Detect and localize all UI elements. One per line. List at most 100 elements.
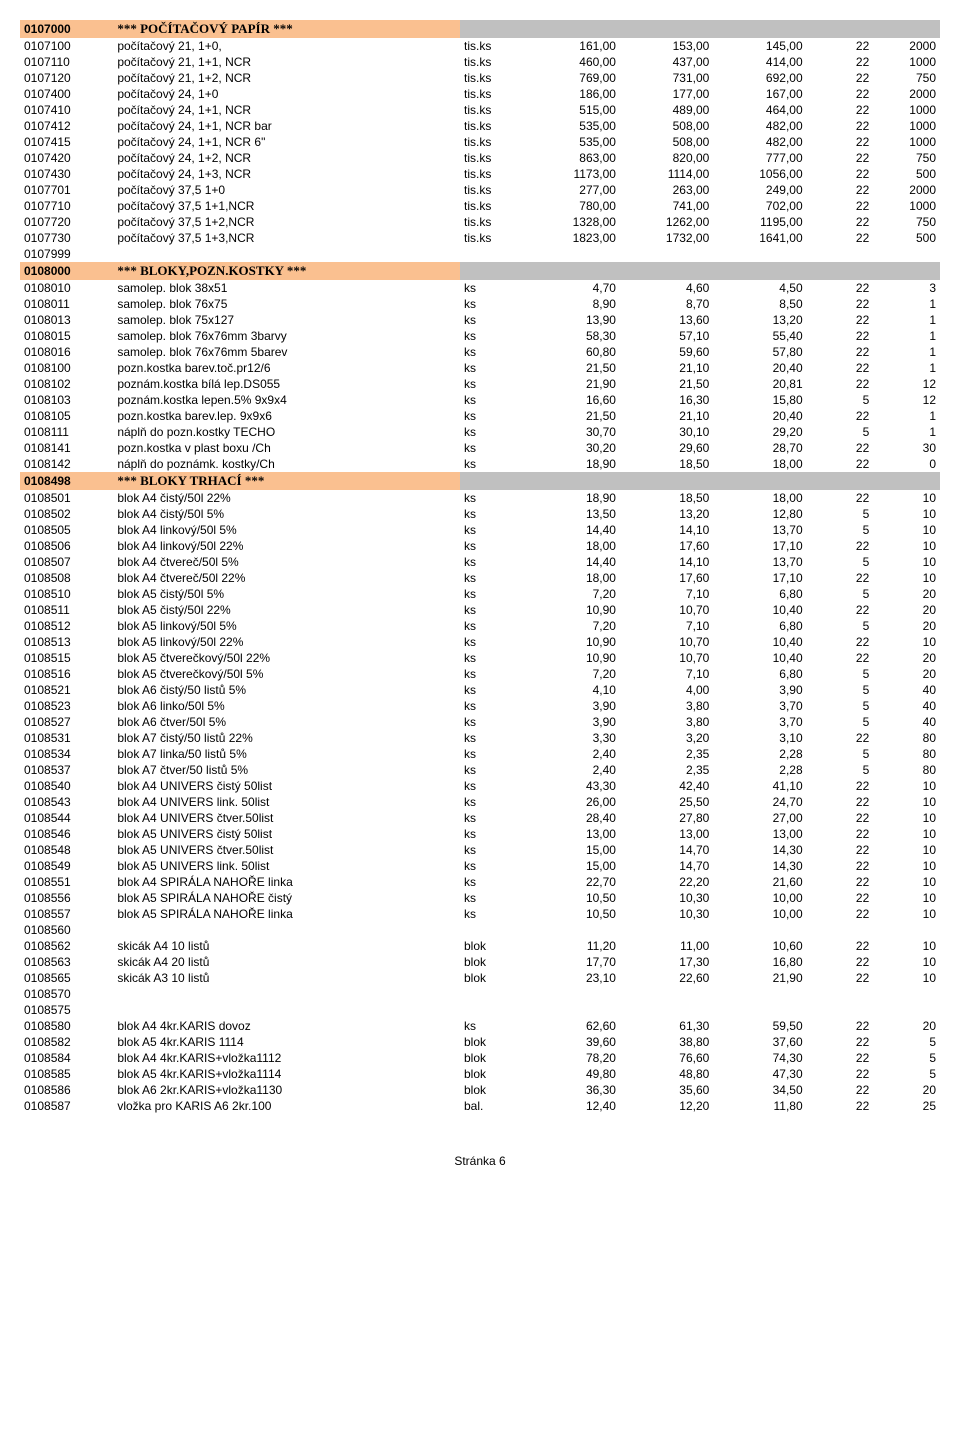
empty-cell [807,1002,874,1018]
header-spacer [527,20,620,38]
row-unit: blok [460,1034,527,1050]
row-val3: 59,50 [713,1018,806,1034]
row-unit: ks [460,392,527,408]
table-row: 0108103poznám.kostka lepen.5% 9x9x4ks16,… [20,392,940,408]
row-val5: 10 [873,954,940,970]
row-code: 0108105 [20,408,113,424]
empty-cell [460,1002,527,1018]
header-spacer [460,20,527,38]
row-code: 0108584 [20,1050,113,1066]
table-row: 0107000*** POČÍTAČOVÝ PAPÍR *** [20,20,940,38]
row-unit: tis.ks [460,166,527,182]
row-val5: 40 [873,698,940,714]
row-val2: 177,00 [620,86,713,102]
row-desc: samolep. blok 76x75 [113,296,460,312]
row-desc: blok A5 čistý/50l 22% [113,602,460,618]
row-unit: blok [460,1066,527,1082]
empty-cell [713,986,806,1002]
row-val3: 15,80 [713,392,806,408]
empty-cell [807,246,874,262]
row-unit: ks [460,312,527,328]
row-val5: 20 [873,666,940,682]
row-val2: 7,10 [620,666,713,682]
row-val2: 29,60 [620,440,713,456]
row-unit: ks [460,666,527,682]
row-val1: 39,60 [527,1034,620,1050]
row-unit: ks [460,538,527,554]
row-desc: blok A5 UNIVERS link. 50list [113,858,460,874]
row-val1: 62,60 [527,1018,620,1034]
row-val1: 277,00 [527,182,620,198]
row-code: 0107412 [20,118,113,134]
row-unit: tis.ks [460,102,527,118]
empty-cell [527,922,620,938]
row-val3: 24,70 [713,794,806,810]
row-code: 0108587 [20,1098,113,1114]
row-val3: 249,00 [713,182,806,198]
row-val4: 22 [807,1050,874,1066]
row-code: 0107999 [20,246,113,262]
row-val5: 20 [873,1082,940,1098]
row-val2: 263,00 [620,182,713,198]
row-unit: tis.ks [460,118,527,134]
row-val5: 10 [873,842,940,858]
row-val2: 437,00 [620,54,713,70]
row-val4: 22 [807,456,874,472]
row-code: 0108102 [20,376,113,392]
row-code: 0107100 [20,38,113,54]
row-unit: ks [460,408,527,424]
section-header: *** POČÍTAČOVÝ PAPÍR *** [113,20,460,38]
row-unit: ks [460,490,527,506]
header-spacer [873,472,940,490]
row-code: 0108544 [20,810,113,826]
row-code: 0108013 [20,312,113,328]
row-code: 0108521 [20,682,113,698]
row-val1: 186,00 [527,86,620,102]
table-row: 0108527blok A6 čtver/50l 5%ks3,903,803,7… [20,714,940,730]
row-unit: blok [460,954,527,970]
row-val2: 30,10 [620,424,713,440]
row-val2: 508,00 [620,118,713,134]
row-unit: tis.ks [460,134,527,150]
empty-cell [460,922,527,938]
row-desc: skicák A4 10 listů [113,938,460,954]
row-val3: 464,00 [713,102,806,118]
row-val2: 21,50 [620,376,713,392]
row-val4: 22 [807,150,874,166]
row-val4: 22 [807,214,874,230]
row-val1: 10,50 [527,890,620,906]
section-header: *** BLOKY,POZN.KOSTKY *** [113,262,460,280]
row-code: 0108523 [20,698,113,714]
row-unit: bal. [460,1098,527,1114]
table-row: 0108510blok A5 čistý/50l 5%ks7,207,106,8… [20,586,940,602]
row-val2: 13,00 [620,826,713,842]
table-row: 0108563skicák A4 20 listůblok17,7017,301… [20,954,940,970]
row-code: 0108515 [20,650,113,666]
row-unit: ks [460,522,527,538]
row-code: 0108563 [20,954,113,970]
row-val4: 22 [807,890,874,906]
row-unit: ks [460,344,527,360]
row-val2: 61,30 [620,1018,713,1034]
row-val2: 17,60 [620,538,713,554]
table-row: 0108557blok A5 SPIRÁLA NAHOŘE linkaks10,… [20,906,940,922]
row-code: 0108141 [20,440,113,456]
row-val4: 5 [807,554,874,570]
table-row: 0108556blok A5 SPIRÁLA NAHOŘE čistýks10,… [20,890,940,906]
row-val5: 1 [873,360,940,376]
row-val5: 10 [873,634,940,650]
table-row: 0108501blok A4 čistý/50l 22%ks18,9018,50… [20,490,940,506]
row-code: 0107730 [20,230,113,246]
row-code: 0108534 [20,746,113,762]
row-unit: blok [460,938,527,954]
row-val1: 11,20 [527,938,620,954]
row-val1: 18,00 [527,570,620,586]
row-val3: 20,40 [713,360,806,376]
table-row: 0108570 [20,986,940,1002]
table-row: 0108502blok A4 čistý/50l 5%ks13,5013,201… [20,506,940,522]
row-code: 0108498 [20,472,113,490]
row-val3: 16,80 [713,954,806,970]
row-unit: ks [460,682,527,698]
row-desc: blok A5 4kr.KARIS+vložka1114 [113,1066,460,1082]
row-code: 0107415 [20,134,113,150]
